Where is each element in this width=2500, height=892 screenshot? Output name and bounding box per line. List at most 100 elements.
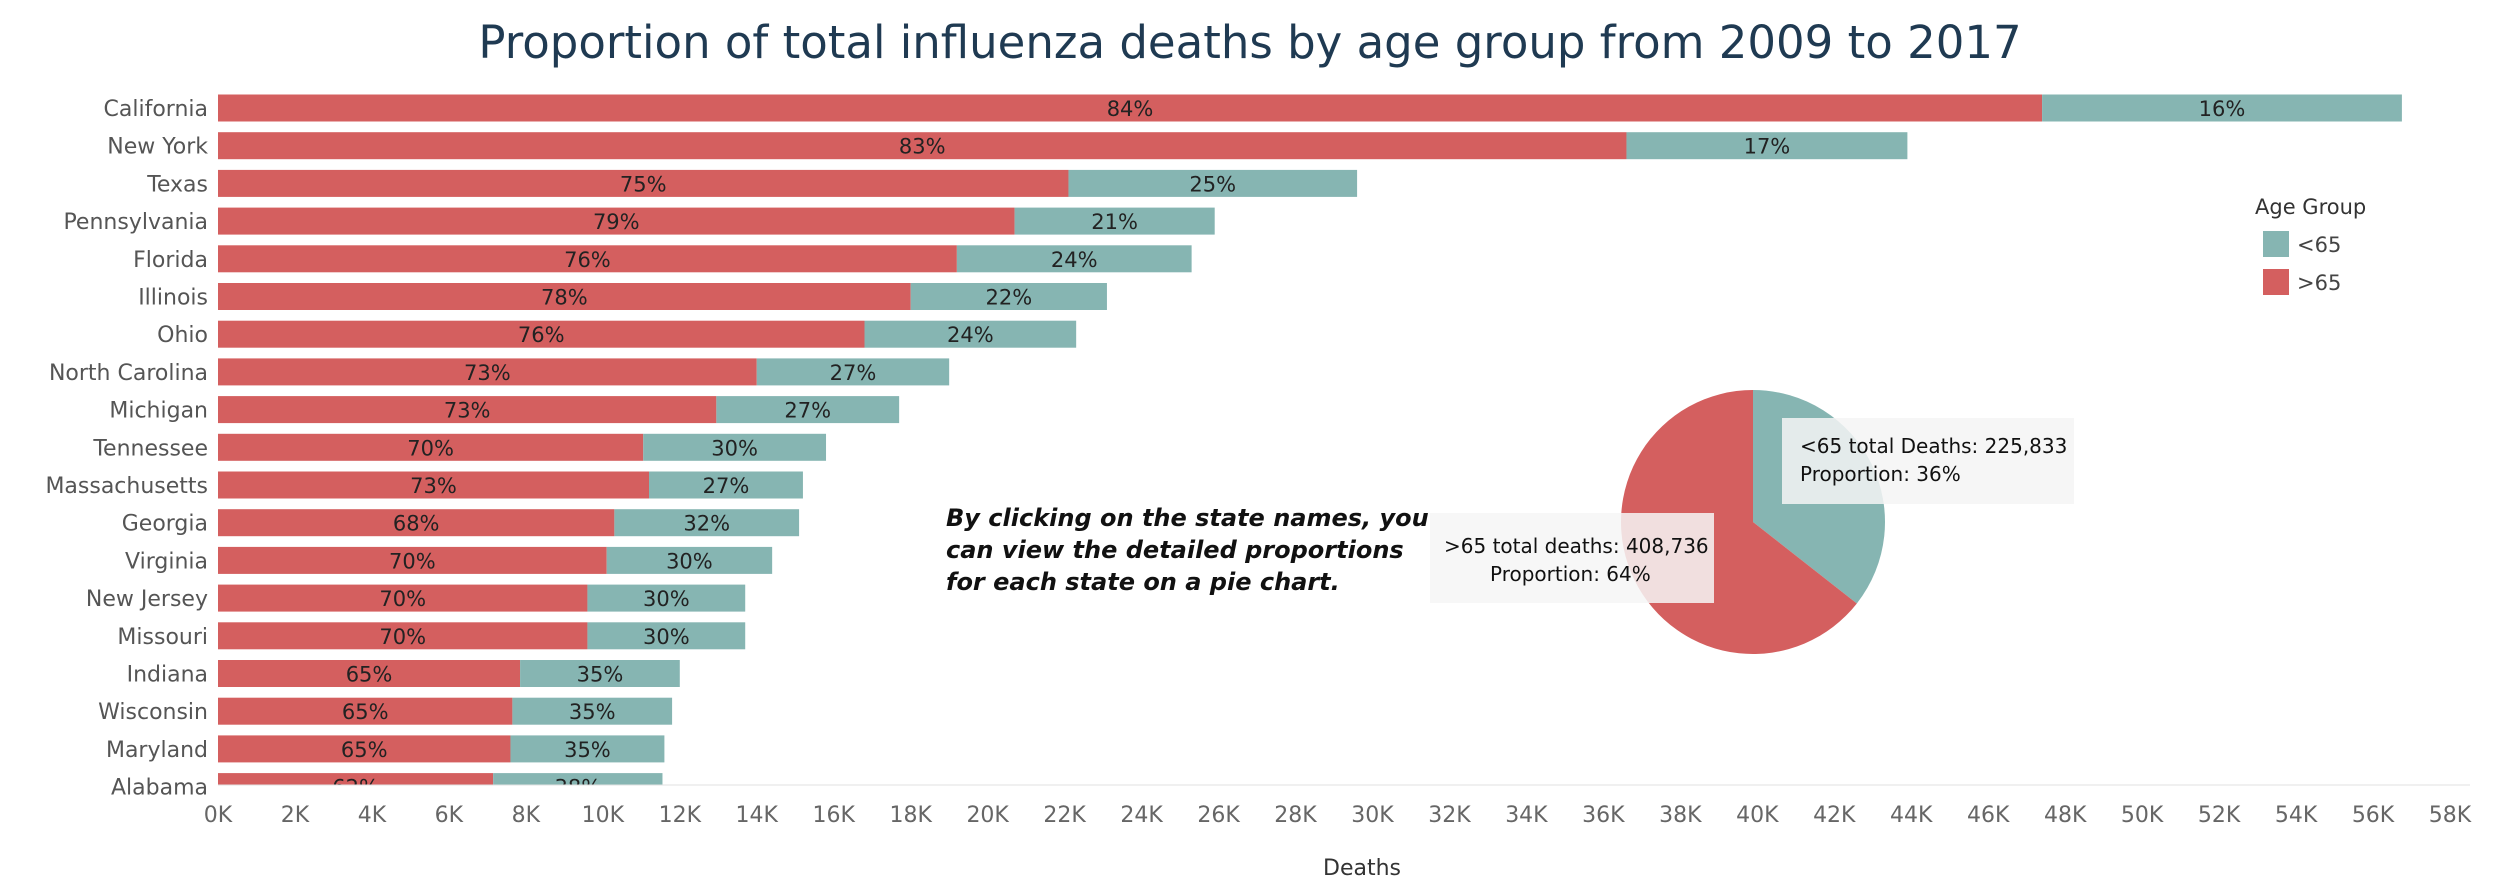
- bar-lt65-tennessee[interactable]: [643, 433, 827, 461]
- bar-label-gt65-new-jersey: 70%: [379, 587, 426, 611]
- bar-label-lt65-alabama: 38%: [554, 776, 601, 800]
- state-label-missouri[interactable]: Missouri: [117, 625, 208, 650]
- x-tick-label: 52K: [2198, 803, 2241, 828]
- bar-lt65-texas[interactable]: [1068, 169, 1358, 197]
- bar-label-gt65-new-york: 83%: [899, 135, 946, 159]
- state-label-massachusetts[interactable]: Massachusetts: [45, 474, 208, 499]
- x-axis-ticks: 0K 2K 4K 6K 8K 10K 12K 14K 16K 18K 20K 22K 24K 26K 28K…: [204, 803, 2472, 828]
- tooltip-lt65-box: [1782, 418, 2074, 504]
- annotation-line-3: for each state on a pie chart.: [946, 568, 1340, 596]
- x-tick-label: 18K: [889, 803, 932, 828]
- x-tick-label: 44K: [1890, 803, 1933, 828]
- state-label-indiana[interactable]: Indiana: [127, 663, 208, 688]
- x-tick-label: 36K: [1582, 803, 1625, 828]
- bar-lt65-florida[interactable]: [956, 245, 1192, 273]
- bar-label-gt65-pennsylvania: 79%: [593, 210, 640, 234]
- state-label-maryland[interactable]: Maryland: [106, 738, 208, 763]
- bar-gt65-illinois[interactable]: [218, 283, 911, 310]
- bar-gt65-michigan[interactable]: [218, 396, 717, 424]
- bar-gt65-alabama[interactable]: [218, 773, 494, 800]
- bar-lt65-alabama[interactable]: [493, 773, 663, 800]
- bar-lt65-pennsylvania[interactable]: [1014, 207, 1215, 235]
- state-label-pennsylvania[interactable]: Pennsylvania: [63, 210, 208, 235]
- x-tick-label: 0K: [204, 803, 233, 828]
- chart-title: Proportion of total influenza deaths by …: [478, 16, 2021, 69]
- tooltip-gt65-box: [1430, 513, 1714, 603]
- x-tick-label: 16K: [813, 803, 856, 828]
- bar-lt65-michigan[interactable]: [716, 396, 900, 424]
- state-label-north-carolina[interactable]: North Carolina: [49, 361, 208, 386]
- bar-label-lt65-wisconsin: 35%: [569, 700, 616, 724]
- bar-label-gt65-north-carolina: 73%: [464, 361, 511, 385]
- x-tick-label: 38K: [1659, 803, 1702, 828]
- state-label-illinois[interactable]: Illinois: [138, 286, 208, 311]
- state-label-alabama[interactable]: Alabama: [111, 776, 208, 801]
- bar-lt65-ohio[interactable]: [864, 320, 1077, 348]
- bar-lt65-new-york[interactable]: [1626, 132, 1908, 160]
- bar-gt65-tennessee[interactable]: [218, 433, 644, 461]
- bar-gt65-florida[interactable]: [218, 245, 957, 273]
- bar-gt65-indiana[interactable]: [218, 660, 521, 687]
- bar-label-gt65-texas: 75%: [620, 172, 667, 196]
- bar-lt65-maryland[interactable]: [510, 735, 665, 763]
- state-label-texas[interactable]: Texas: [146, 172, 208, 197]
- bar-label-gt65-ohio: 76%: [518, 323, 565, 347]
- bar-label-gt65-california: 84%: [1107, 97, 1154, 121]
- annotation-line-1: By clicking on the state names, you: [946, 504, 1429, 532]
- state-label-michigan[interactable]: Michigan: [109, 399, 208, 424]
- bar-gt65-pennsylvania[interactable]: [218, 207, 1015, 235]
- state-label-california[interactable]: California: [104, 97, 208, 122]
- bar-lt65-north-carolina[interactable]: [756, 358, 950, 386]
- bar-label-lt65-north-carolina: 27%: [830, 361, 877, 385]
- state-label-tennessee[interactable]: Tennessee: [92, 436, 208, 461]
- bar-lt65-illinois[interactable]: [910, 283, 1107, 310]
- bar-gt65-wisconsin[interactable]: [218, 697, 513, 725]
- bar-lt65-wisconsin[interactable]: [512, 697, 673, 725]
- bar-label-lt65-pennsylvania: 21%: [1091, 210, 1138, 234]
- bar-lt65-new-jersey[interactable]: [587, 584, 746, 612]
- bar-lt65-georgia[interactable]: [614, 509, 800, 537]
- bar-lt65-indiana[interactable]: [520, 660, 680, 687]
- bar-lt65-massachusetts[interactable]: [649, 471, 803, 499]
- bar-gt65-massachusetts[interactable]: [218, 471, 650, 499]
- bar-gt65-new-york[interactable]: [218, 132, 1627, 160]
- state-label-georgia[interactable]: Georgia: [122, 512, 208, 537]
- x-tick-label: 10K: [582, 803, 625, 828]
- bar-gt65-texas[interactable]: [218, 169, 1069, 197]
- x-tick-label: 8K: [512, 803, 541, 828]
- bar-label-gt65-florida: 76%: [564, 248, 611, 272]
- state-label-new-york[interactable]: New York: [107, 135, 208, 160]
- bar-gt65-georgia[interactable]: [218, 509, 615, 537]
- state-label-virginia[interactable]: Virginia: [125, 549, 208, 574]
- bar-gt65-ohio[interactable]: [218, 320, 865, 348]
- x-tick-label: 4K: [358, 803, 387, 828]
- state-label-florida[interactable]: Florida: [133, 248, 208, 273]
- state-label-ohio[interactable]: Ohio: [157, 323, 208, 348]
- state-label-new-jersey[interactable]: New Jersey: [86, 587, 208, 612]
- bar-gt65-north-carolina[interactable]: [218, 358, 757, 386]
- x-tick-label: 22K: [1043, 803, 1086, 828]
- bar-label-gt65-tennessee: 70%: [407, 436, 454, 460]
- legend-label-lt65: <65: [2297, 233, 2341, 257]
- bar-label-gt65-massachusetts: 73%: [410, 474, 457, 498]
- bar-lt65-virginia[interactable]: [606, 546, 773, 574]
- bar-gt65-missouri[interactable]: [218, 622, 588, 650]
- bar-label-gt65-alabama: 62%: [332, 776, 379, 800]
- bar-label-lt65-massachusetts: 27%: [703, 474, 750, 498]
- annotation: By clicking on the state names, you can …: [946, 504, 1429, 596]
- bar-label-gt65-indiana: 65%: [346, 663, 393, 687]
- bar-label-lt65-new-york: 17%: [1744, 135, 1791, 159]
- state-label-wisconsin[interactable]: Wisconsin: [98, 700, 208, 725]
- bar-lt65-missouri[interactable]: [587, 622, 746, 650]
- x-tick-label: 2K: [281, 803, 310, 828]
- bar-gt65-maryland[interactable]: [218, 735, 511, 763]
- tooltip-gt65-line-1: >65 total deaths: 408,736: [1444, 534, 1709, 558]
- bar-lt65-california[interactable]: [2042, 94, 2402, 122]
- bar-label-gt65-maryland: 65%: [341, 738, 388, 762]
- bar-gt65-california[interactable]: [218, 94, 2043, 122]
- bar-gt65-virginia[interactable]: [218, 546, 607, 574]
- bar-gt65-new-jersey[interactable]: [218, 584, 588, 612]
- x-tick-label: 54K: [2275, 803, 2318, 828]
- x-tick-label: 56K: [2352, 803, 2395, 828]
